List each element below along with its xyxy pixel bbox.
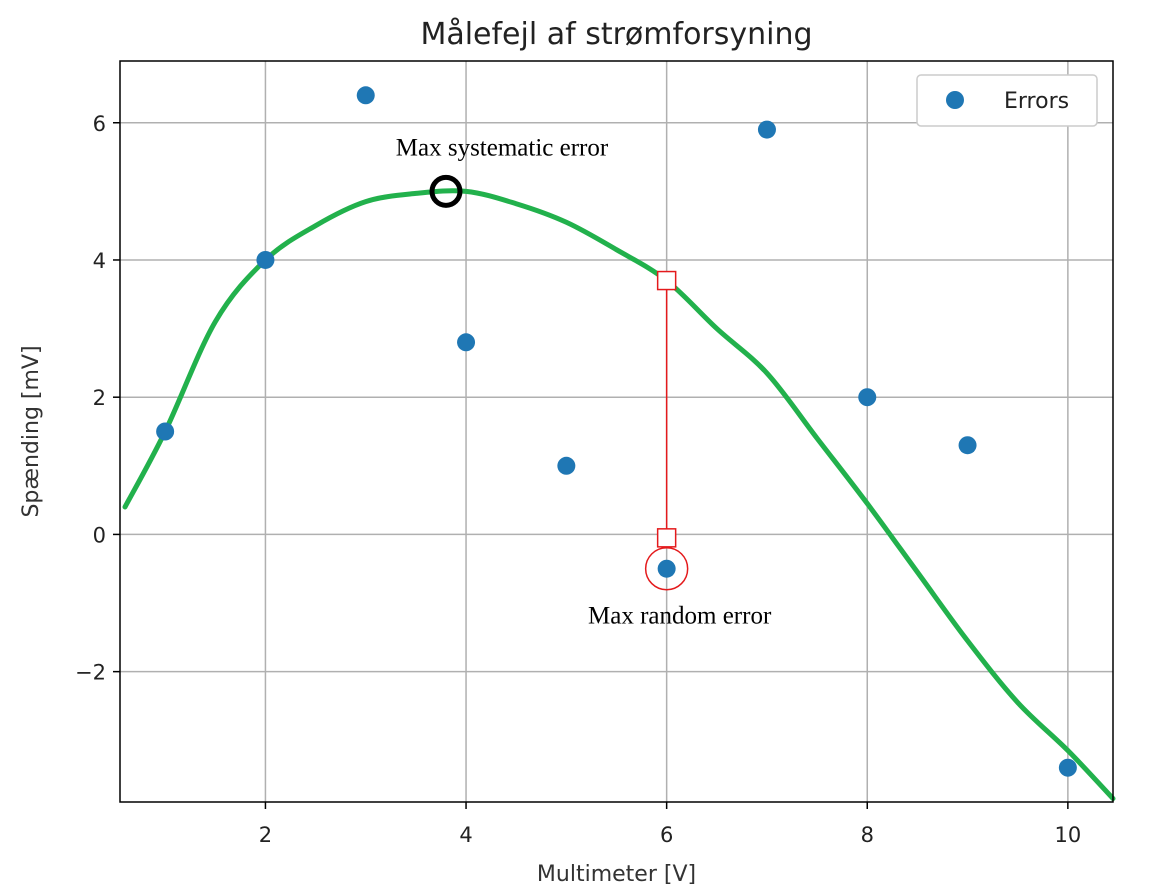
plot-frame (119, 60, 1114, 803)
data-point (1058, 758, 1077, 777)
data-point (657, 559, 676, 578)
data-points (156, 86, 1077, 777)
legend-box (916, 74, 1098, 127)
annotations (429, 174, 689, 591)
random-error-circle (644, 546, 689, 591)
grid (120, 61, 1113, 802)
x-axis-label: Multimeter [V] (537, 862, 696, 887)
data-point (757, 120, 776, 139)
random-error-bottom-marker (656, 528, 677, 548)
x-tick-label: 8 (861, 823, 874, 847)
x-tick-label: 4 (459, 823, 472, 847)
y-tick-label: 2 (93, 386, 106, 410)
x-tick-label: 2 (259, 823, 272, 847)
y-tick-label: −2 (75, 661, 106, 685)
chart-title: Målefejl af strømforsyning (420, 17, 812, 52)
data-point (256, 250, 275, 269)
legend: Errors (916, 74, 1098, 127)
data-point (457, 333, 476, 352)
systematic-error-marker (429, 174, 463, 208)
data-point (958, 436, 977, 455)
y-tick-label: 0 (93, 523, 106, 547)
data-point (356, 86, 375, 105)
y-tick-label: 6 (93, 112, 106, 136)
y-tick-label: 4 (93, 249, 106, 273)
x-tick-label: 10 (1054, 823, 1081, 847)
x-tick-label: 6 (660, 823, 673, 847)
annotation-systematic-label: Max systematic error (396, 134, 609, 161)
data-point (156, 422, 175, 441)
legend-label: Errors (1004, 89, 1069, 114)
annotation-random-label: Max random error (588, 603, 772, 630)
legend-marker (946, 91, 964, 109)
data-point (858, 388, 877, 407)
ticks: 2 4 6 8 10 −2 0 2 4 6 (75, 112, 1081, 847)
y-axis-label: Spænding [mV] (19, 345, 44, 517)
trend-curve (122, 188, 1116, 802)
data-point (557, 456, 576, 475)
random-error-top-marker (656, 270, 677, 291)
